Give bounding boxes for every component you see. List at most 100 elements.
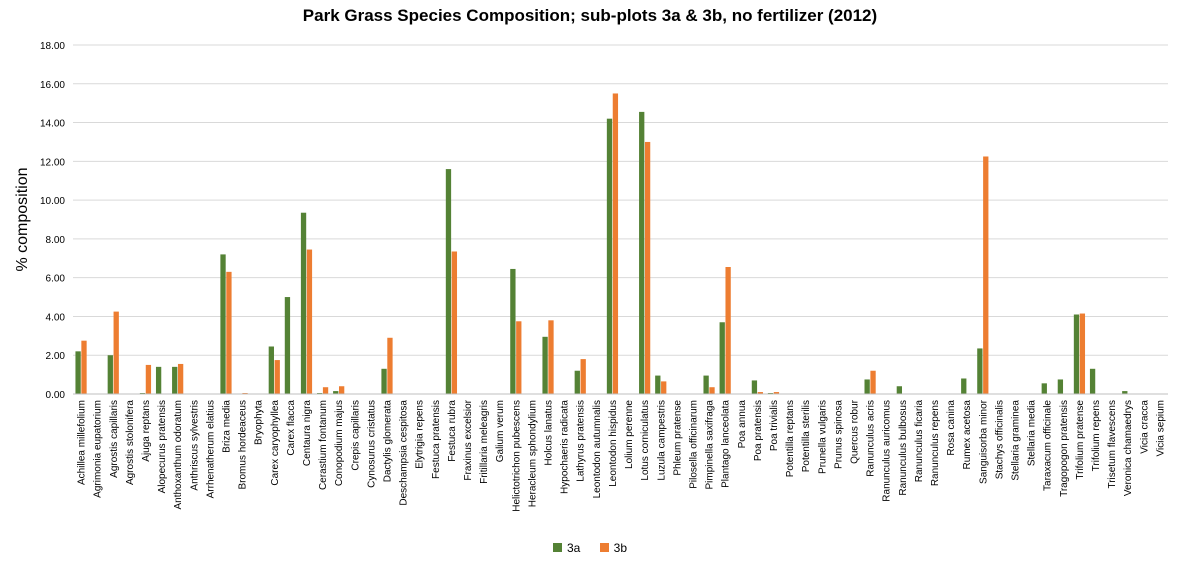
bar-3b-62: [1079, 313, 1086, 394]
x-tick-label: Cerastium fontanum: [318, 400, 329, 490]
bar-3a-0: [75, 351, 81, 394]
x-tick-label: Galium verum: [495, 400, 506, 462]
bar-3a-23: [445, 169, 452, 394]
legend-label-3b: 3b: [613, 541, 628, 555]
bar-3a-16: [333, 391, 339, 394]
x-tick-label: Taraxacum officinale: [1043, 400, 1054, 491]
bar-3a-27: [510, 268, 516, 394]
bar-3b-6: [177, 363, 184, 394]
bar-3a-14: [300, 212, 307, 394]
x-tick-label: Ranunculus auricomus: [882, 400, 893, 502]
legend-item-3b: 3b: [599, 541, 628, 555]
x-tick-label: Hypochaeris radicata: [560, 400, 571, 494]
bar-3a-36: [655, 375, 661, 394]
x-tick-label: Fritillaria meleagris: [479, 400, 490, 484]
legend-swatch-3a: [552, 543, 562, 553]
bar-3b-4: [145, 364, 152, 394]
x-tick-label: Heracleum sphondylium: [527, 400, 538, 507]
x-tick-label: Agrostis capillaris: [109, 400, 120, 478]
x-tick-label: Agrimonia eupatorium: [93, 400, 104, 498]
x-tick-label: Prunella vulgaris: [817, 400, 828, 474]
x-tick-label: Ranunculus ficaria: [914, 400, 925, 483]
x-tick-label: Festuca pratensis: [431, 400, 442, 479]
x-tick-label: Ranunculus bulbosus: [898, 400, 909, 496]
x-tick-label: Centaura nigra: [302, 400, 313, 467]
x-tick-label: Rumex acetosa: [962, 400, 973, 470]
x-tick-label: Rosa canina: [946, 400, 957, 456]
x-tick-label: Leontodon hispidus: [608, 400, 619, 487]
bar-3a-42: [751, 380, 758, 394]
x-tick-label: Tragopogon pratensis: [1059, 400, 1070, 497]
bar-3a-35: [639, 111, 645, 395]
bar-3a-6: [172, 366, 178, 394]
x-tick-label: Trifolium repens: [1091, 400, 1102, 471]
y-tick-label: 6.00: [46, 274, 66, 285]
y-tick-label: 18.00: [40, 41, 65, 52]
bar-3a-5: [155, 366, 162, 394]
bar-3b-27: [516, 321, 522, 394]
x-tick-label: Festuca rubra: [447, 400, 458, 462]
x-tick-label: Elytrigia repens: [415, 400, 426, 469]
x-tick-label: Potentilla sterilis: [801, 400, 812, 472]
x-tick-label: Poa trivialis: [769, 400, 780, 451]
x-tick-label: Bryophyta: [254, 400, 265, 445]
bar-3a-63: [1089, 368, 1096, 394]
x-tick-label: Poa pratensis: [753, 400, 764, 461]
legend-swatch-3b: [599, 543, 609, 553]
bar-3a-19: [381, 368, 387, 394]
legend-label-3a: 3a: [566, 541, 581, 555]
x-tick-label: Sanguisorba minor: [978, 399, 989, 484]
x-tick-label: Ranunculus acris: [866, 400, 877, 477]
y-tick-label: 4.00: [46, 312, 66, 323]
x-tick-label: Lathyrus pratensis: [576, 400, 587, 482]
x-tick-label: Ranunculus repens: [930, 400, 941, 486]
bar-3b-42: [757, 392, 763, 394]
bar-3b-43: [773, 392, 780, 394]
bar-3b-49: [870, 370, 876, 394]
bar-3a-56: [977, 348, 983, 394]
x-tick-label: Trifolium pratense: [1075, 400, 1086, 480]
x-tick-label: Agrostis stolonifera: [125, 400, 136, 485]
bar-3a-12: [268, 346, 274, 394]
bar-3b-40: [725, 267, 731, 394]
x-tick-label: Fraxinus excelsior: [463, 399, 474, 480]
x-tick-label: Helictotrichon pubescens: [511, 400, 522, 512]
x-tick-label: Vicia cracca: [1139, 400, 1150, 454]
bars: [75, 93, 1128, 395]
bar-3b-2: [113, 311, 119, 394]
x-tick-label: Crepis capillaris: [350, 400, 361, 471]
bar-3a-60: [1041, 383, 1047, 394]
x-tick-label: Bromus hordeaceus: [238, 400, 249, 490]
y-tick-label: 2.00: [46, 351, 66, 362]
x-tick-label: Poa annua: [737, 400, 748, 449]
x-tick-label: Quercus robur: [849, 399, 860, 464]
x-tick-label: Luzula campestris: [656, 400, 667, 481]
x-tick-label: Alopecurus pratensis: [157, 400, 168, 493]
x-tick-label: Lolium perenne: [624, 400, 635, 469]
bar-3b-33: [612, 93, 619, 394]
bar-3a-33: [606, 118, 613, 394]
bar-3a-39: [703, 375, 709, 394]
y-tick-label: 10.00: [40, 196, 65, 207]
x-tick-label: Pimpinella saxifraga: [705, 400, 716, 490]
bar-3b-0: [81, 340, 87, 394]
x-tick-label: Stachys officinalis: [994, 400, 1005, 479]
bar-3b-14: [306, 249, 313, 394]
x-tick-label: Veronica chamaedrys: [1123, 400, 1134, 496]
bar-3a-62: [1073, 314, 1080, 394]
y-tick-label: 16.00: [40, 80, 65, 91]
bar-3a-40: [719, 322, 725, 394]
bar-3b-36: [661, 381, 667, 394]
x-tick-label: Lotus corniculatus: [640, 400, 651, 481]
bar-3a-61: [1057, 379, 1064, 394]
y-tick-label: 14.00: [40, 119, 65, 130]
x-tick-label: Stellaria graminea: [1011, 400, 1022, 481]
x-tick-label: Vicia sepium: [1155, 400, 1166, 457]
bar-3b-23: [451, 251, 458, 394]
x-tick-label: Ajuga reptans: [141, 400, 152, 462]
x-tick-label: Pilosella officinarum: [688, 400, 699, 489]
chart-title: Park Grass Species Composition; sub-plot…: [302, 6, 878, 25]
x-tick-label: Stellaria media: [1027, 400, 1038, 467]
x-tick-label: Deschampsia cespitosa: [399, 400, 410, 506]
